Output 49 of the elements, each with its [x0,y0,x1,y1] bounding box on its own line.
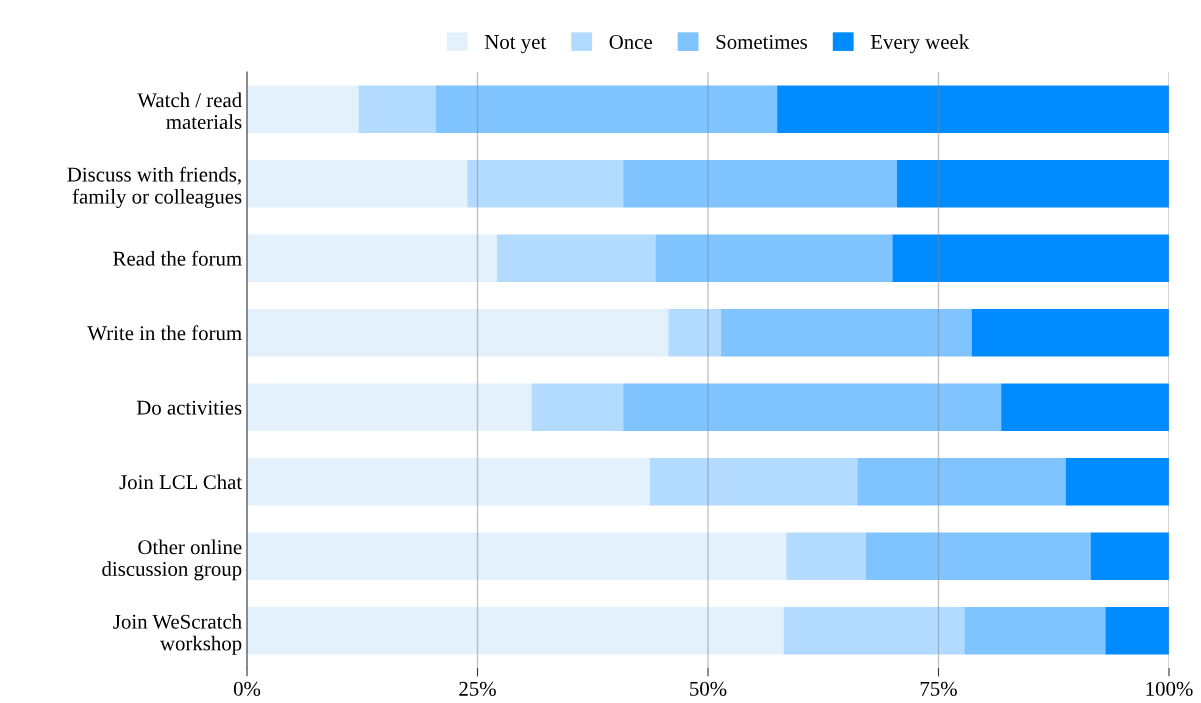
bar [247,308,669,357]
bar [531,383,624,432]
y-tick-label: Join LCL Chat [119,474,243,490]
bar [247,383,532,432]
bar [897,159,1169,208]
legend-label: Every week [870,34,970,54]
bar [655,234,893,283]
bar [971,308,1169,357]
y-tick-label: Discuss with friends, family or colleagues [67,166,242,208]
bar [1090,532,1169,581]
bar [623,159,898,208]
y-tick-label: Other online discussion group [102,539,242,581]
bar [649,457,858,506]
bar [247,532,787,581]
bar [247,85,359,134]
x-tick-label: 25% [459,681,496,696]
bar [720,308,972,357]
x-tick-label: 50% [690,681,727,696]
y-tick-label: Watch / read materials [137,92,242,130]
bar [247,234,497,283]
bar [786,532,866,581]
y-tick-label: Write in the forum [87,325,242,341]
legend-label: Sometimes [716,34,808,49]
y-tick-label: Do activities [136,400,242,415]
x-tick-label: 75% [920,681,957,696]
y-tick-label: Join WeScratch workshop [113,614,242,655]
bar [865,532,1091,581]
bar [964,606,1106,655]
bar [777,85,1169,134]
legend-label: Once [609,34,652,49]
bar [1065,457,1169,506]
bar [623,383,1002,432]
legend-label: Not yet [484,35,547,54]
bar [892,234,1169,283]
bar [436,85,778,134]
bar [247,457,650,506]
y-tick-label: Read the forum [113,250,242,266]
bar [247,159,468,208]
x-tick-label: 0% [233,681,261,696]
bar [358,85,437,134]
bar [496,234,656,283]
bar [247,606,784,655]
bar [1105,606,1169,655]
bar [467,159,624,208]
bar [857,457,1066,506]
bar [668,308,721,357]
bar [1001,383,1169,432]
x-tick-label: 100% [1146,681,1193,696]
bar [783,606,965,655]
